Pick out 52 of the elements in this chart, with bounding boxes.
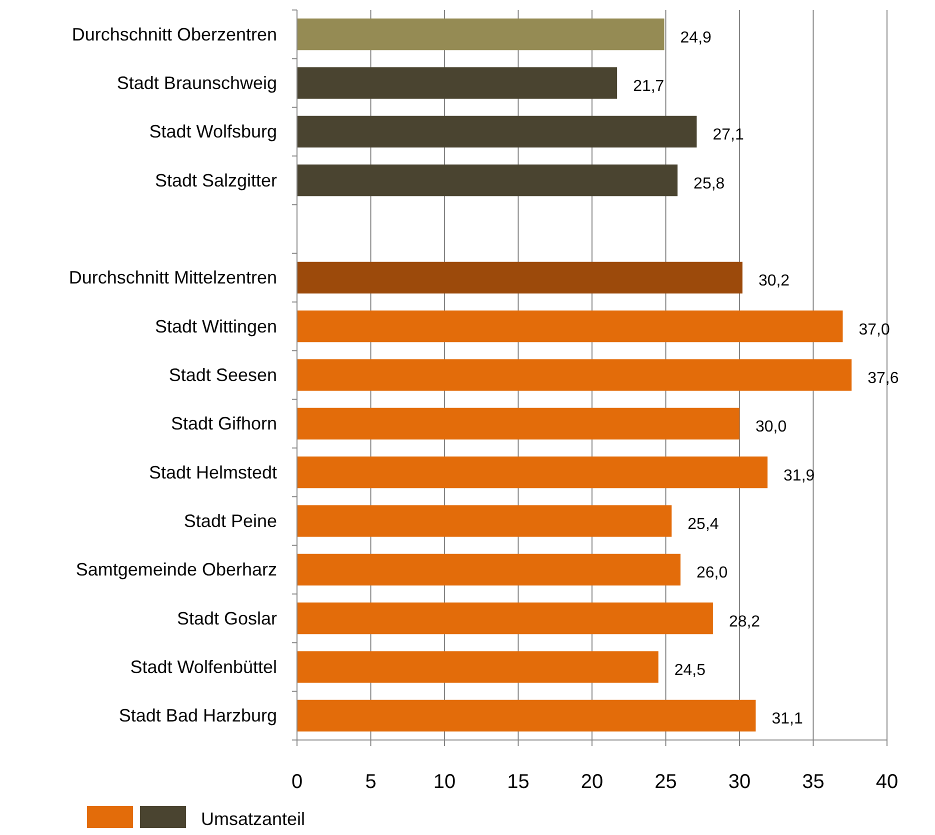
- y-tick-label: Stadt Salzgitter: [154, 170, 278, 190]
- bar: [297, 164, 678, 196]
- x-tick-label: 40: [876, 771, 898, 793]
- x-tick-label: 20: [580, 771, 604, 793]
- y-tick-label: Stadt Gifhorn: [170, 414, 277, 434]
- data-label: 25,8: [694, 175, 725, 192]
- bar: [297, 505, 672, 537]
- bar: [297, 116, 697, 148]
- x-tick-label: 25: [654, 771, 677, 793]
- data-label: 26,0: [696, 564, 728, 582]
- data-label: 30,0: [756, 418, 787, 436]
- bar: [297, 262, 742, 294]
- bar: [297, 456, 768, 488]
- bar: [297, 67, 618, 99]
- y-tick-label: Stadt Wolfsburg: [149, 122, 277, 142]
- data-label: 37,6: [868, 370, 899, 387]
- y-tick-label: Durchschnitt Mittelzentren: [68, 268, 277, 288]
- data-label: 24,9: [680, 29, 712, 46]
- data-label: 37,0: [858, 321, 890, 338]
- y-tick-label: Stadt Braunschweig: [116, 73, 277, 93]
- bar: [297, 359, 852, 391]
- bar: [297, 310, 843, 342]
- y-tick-label: Stadt Peine: [184, 511, 277, 531]
- y-tick-label: Stadt Bad Harzburg: [118, 706, 277, 726]
- x-tick-label: 10: [433, 771, 456, 793]
- x-tick-label: 5: [365, 771, 376, 793]
- y-tick-label: Stadt Goslar: [176, 608, 278, 628]
- bar: [297, 602, 713, 634]
- x-tick-label: 0: [291, 771, 303, 793]
- data-label: 21,7: [633, 78, 664, 95]
- data-label: 30,2: [758, 272, 790, 290]
- bar: [297, 651, 658, 683]
- data-label: 31,1: [772, 710, 803, 728]
- legend-label: Umsatzanteil: [201, 809, 306, 829]
- data-label: 28,2: [728, 613, 760, 630]
- y-tick-label: Durchschnitt Oberzentren: [72, 24, 277, 44]
- x-tick-label: 35: [802, 771, 824, 793]
- y-tick-label: Stadt Wolfenbüttel: [130, 657, 277, 677]
- data-label: 27,1: [712, 126, 744, 144]
- y-tick-label: Stadt Wittingen: [154, 316, 277, 336]
- data-label: 25,4: [688, 516, 719, 533]
- data-label: 31,9: [784, 467, 815, 484]
- bar: [297, 408, 740, 440]
- y-tick-label: Samtgemeinde Oberharz: [76, 560, 277, 580]
- y-tick-label: Stadt Helmstedt: [148, 462, 277, 482]
- bar: [297, 554, 680, 586]
- x-tick-label: 30: [728, 771, 751, 793]
- data-label: 24,5: [674, 662, 706, 679]
- y-tick-label: Stadt Seesen: [168, 365, 277, 385]
- bar: [297, 18, 664, 50]
- bar: [297, 700, 756, 732]
- x-tick-label: 15: [507, 771, 530, 793]
